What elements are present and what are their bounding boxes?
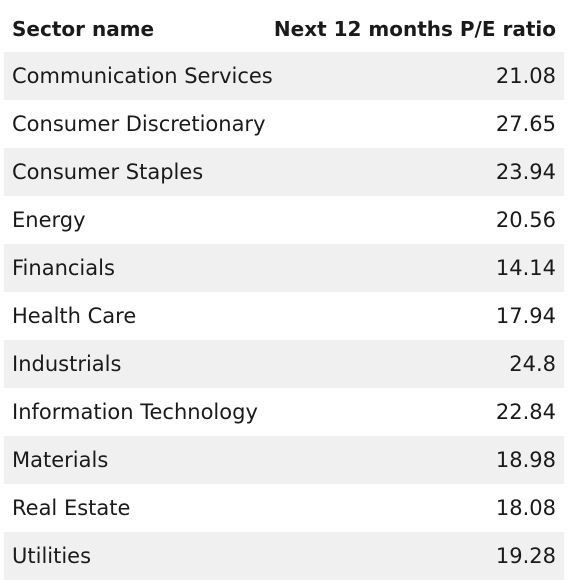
sector-name-cell: Information Technology <box>12 400 258 424</box>
sector-name-cell: Real Estate <box>12 496 131 520</box>
table-row: Materials 18.98 <box>4 436 564 484</box>
table-row: Industrials 24.8 <box>4 340 564 388</box>
table-row: Consumer Discretionary 27.65 <box>4 100 564 148</box>
sector-name-cell: Consumer Staples <box>12 160 204 184</box>
pe-ratio-cell: 20.56 <box>495 208 556 232</box>
table-row: Information Technology 22.84 <box>4 388 564 436</box>
sector-name-cell: Energy <box>12 208 86 232</box>
pe-ratio-cell: 18.98 <box>495 448 556 472</box>
pe-ratio-cell: 17.94 <box>495 304 556 328</box>
pe-ratio-cell: 19.28 <box>495 544 556 568</box>
table-row: Financials 14.14 <box>4 244 564 292</box>
header-pe-ratio: Next 12 months P/E ratio <box>273 17 556 41</box>
header-sector-name: Sector name <box>12 17 155 41</box>
table-row: Energy 20.56 <box>4 196 564 244</box>
pe-ratio-table: Sector name Next 12 months P/E ratio Com… <box>4 6 564 580</box>
table-row: Consumer Staples 23.94 <box>4 148 564 196</box>
sector-name-cell: Industrials <box>12 352 122 376</box>
table-header-row: Sector name Next 12 months P/E ratio <box>4 6 564 52</box>
pe-ratio-cell: 27.65 <box>495 112 556 136</box>
pe-ratio-cell: 23.94 <box>495 160 556 184</box>
pe-ratio-cell: 14.14 <box>495 256 556 280</box>
table-row: Utilities 19.28 <box>4 532 564 580</box>
table-row: Communication Services 21.08 <box>4 52 564 100</box>
table-row: Health Care 17.94 <box>4 292 564 340</box>
sector-name-cell: Consumer Discretionary <box>12 112 266 136</box>
table-row: Real Estate 18.08 <box>4 484 564 532</box>
pe-ratio-cell: 21.08 <box>495 64 556 88</box>
sector-name-cell: Communication Services <box>12 64 273 88</box>
sector-name-cell: Materials <box>12 448 109 472</box>
sector-name-cell: Health Care <box>12 304 137 328</box>
pe-ratio-cell: 24.8 <box>509 352 556 376</box>
sector-name-cell: Financials <box>12 256 115 280</box>
pe-ratio-cell: 18.08 <box>495 496 556 520</box>
sector-name-cell: Utilities <box>12 544 92 568</box>
pe-ratio-cell: 22.84 <box>495 400 556 424</box>
